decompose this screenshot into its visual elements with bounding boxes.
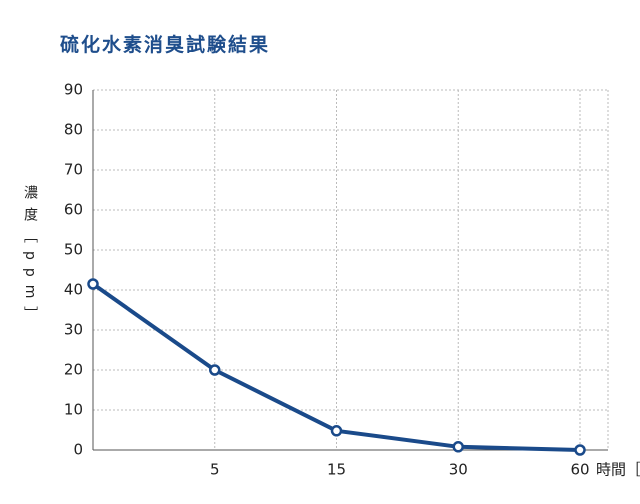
y-tick-label: 70 [64, 161, 83, 179]
x-tick-label: 15 [327, 461, 346, 479]
y-tick-label: 80 [64, 121, 83, 139]
data-point [87, 278, 99, 290]
data-point [574, 444, 586, 456]
data-point [209, 364, 221, 376]
x-tick-label: 60 [570, 461, 589, 479]
y-tick-label: 60 [64, 201, 83, 219]
data-point [452, 441, 464, 453]
y-tick-label: 20 [64, 361, 83, 379]
y-axis-label: 濃度［ppm］ [22, 185, 38, 329]
chart-title: 硫化水素消臭試験結果 [60, 34, 271, 56]
y-tick-label: 90 [64, 81, 83, 99]
y-tick-label: 50 [64, 241, 83, 259]
y-tick-label: 30 [64, 321, 83, 339]
y-tick-label: 0 [73, 441, 83, 459]
y-tick-label: 10 [64, 401, 83, 419]
x-tick-label: 5 [210, 461, 220, 479]
y-tick-label: 40 [64, 281, 83, 299]
x-tick-label: 30 [449, 461, 468, 479]
x-axis-label: 時間［分］ [596, 461, 640, 479]
data-point [330, 425, 343, 437]
